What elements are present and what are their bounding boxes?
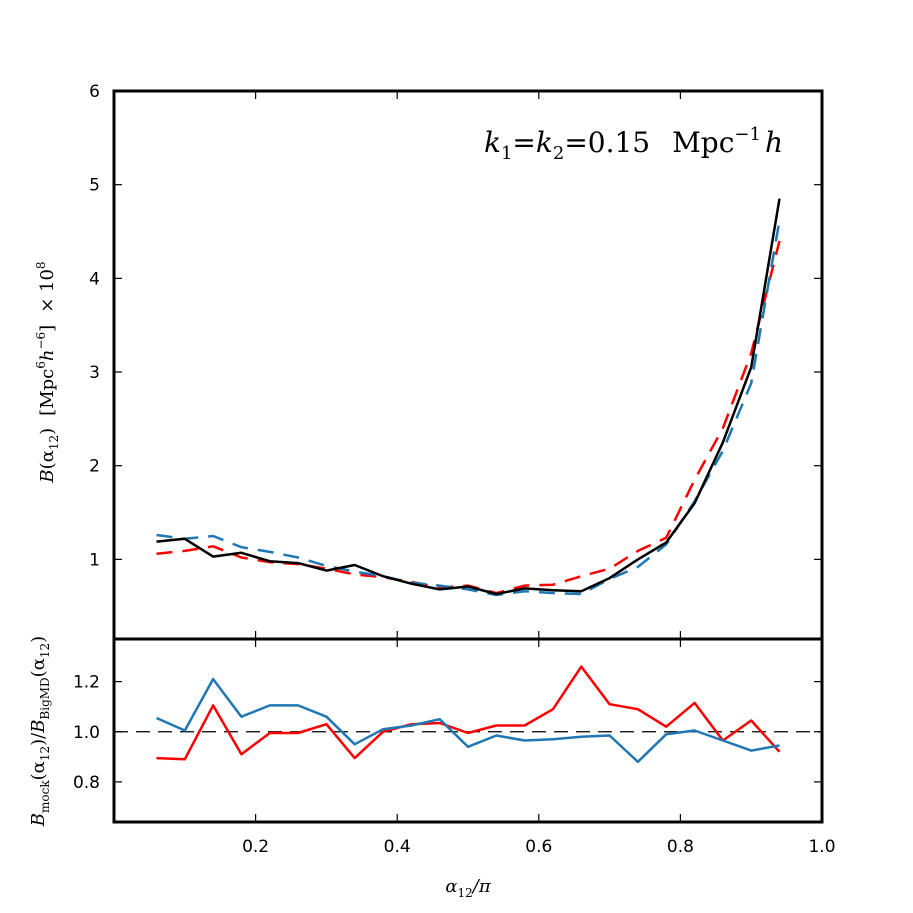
bottom-series-group [155,665,781,764]
top-y-tick-label: 1 [89,550,100,570]
bottom-panel: 0.8 1.0 1.2 0.2 0.4 0.6 0.8 1.0 Bmock(α12)/BBi… [28,636,836,900]
top-y-tick-label: 2 [89,457,100,477]
top-y-axis: 1 2 3 4 5 6 [89,82,823,639]
series-line-mock-blue [156,220,781,597]
top-y-tick-label: 4 [89,269,100,289]
x-tick-label: 0.4 [384,837,411,857]
x-tick-label: 0.8 [667,837,694,857]
bottom-y-tick-label: 0.8 [73,773,100,793]
bottom-y-axis: 0.8 1.0 1.2 [73,673,822,793]
series-line-ratio-blue [155,677,780,764]
top-panel: 1 2 3 4 5 6 k1=k2=0.15 Mpc−1 h B(α12)[Mpc6h−6]×… [34,82,824,641]
x-tick-label: 1.0 [808,837,835,857]
bottom-y-axis-label: Bmock(α12)/BBigMD(α12) [28,636,52,827]
bottom-plot-frame [112,637,824,824]
top-y-tick-label: 6 [89,82,100,102]
x-axis-label: α12/π [445,876,492,900]
x-tick-label: 0.6 [525,837,552,857]
top-y-tick-label: 3 [89,363,100,383]
series-line-BigMD [156,198,781,596]
top-y-tick-label: 5 [89,176,100,196]
bottom-y-tick-label: 1.2 [73,673,100,693]
bottom-x-axis: 0.2 0.4 0.6 0.8 1.0 [242,639,836,857]
top-annotation: k1=k2=0.15 Mpc−1 h [484,124,783,164]
top-y-axis-label: B(α12)[Mpc6h−6]× 108 [34,261,61,483]
series-line-mock-red [156,240,781,595]
series-line-ratio-red [156,665,781,761]
x-tick-label: 0.2 [242,837,269,857]
bottom-y-tick-label: 1.0 [73,723,100,743]
top-series-group [156,198,781,597]
